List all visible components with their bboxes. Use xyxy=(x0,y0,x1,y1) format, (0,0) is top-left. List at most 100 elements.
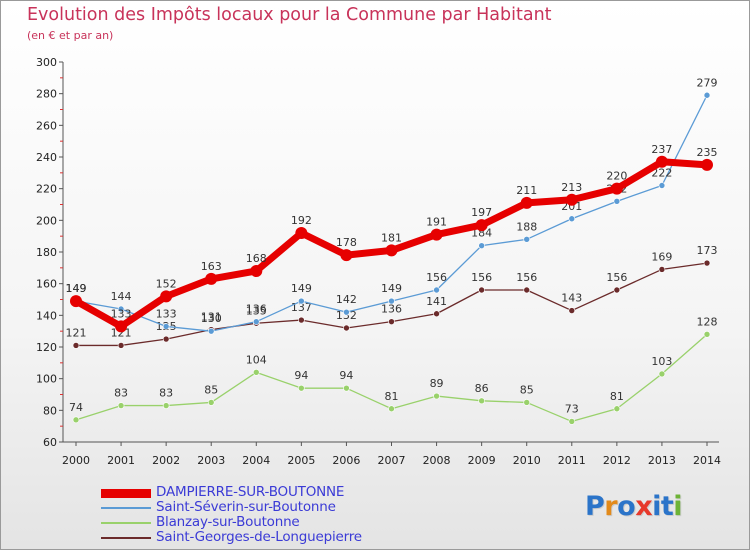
y-tick-label: 240 xyxy=(36,151,57,164)
data-label: 279 xyxy=(697,76,718,89)
data-point xyxy=(115,320,128,333)
data-point xyxy=(117,342,125,349)
data-label: 235 xyxy=(697,146,718,159)
x-tick-label: 2003 xyxy=(197,454,225,467)
data-label: 83 xyxy=(159,387,173,400)
x-tick-label: 2011 xyxy=(558,454,586,467)
data-label: 103 xyxy=(651,355,672,368)
data-point xyxy=(703,91,711,99)
data-label: 173 xyxy=(697,244,718,257)
data-label: 181 xyxy=(381,231,402,244)
data-label: 132 xyxy=(336,309,357,322)
data-label: 94 xyxy=(294,369,308,382)
data-point xyxy=(658,370,666,378)
data-point xyxy=(298,297,305,305)
data-point xyxy=(478,397,485,405)
data-label: 85 xyxy=(204,383,218,396)
data-point xyxy=(433,286,440,294)
data-point xyxy=(162,402,170,409)
y-tick-label: 300 xyxy=(36,56,57,69)
data-label: 144 xyxy=(111,290,132,303)
data-label: 73 xyxy=(565,402,579,415)
data-point xyxy=(658,266,666,273)
data-label: 222 xyxy=(651,167,672,180)
data-point xyxy=(252,369,260,376)
data-label: 133 xyxy=(156,307,177,320)
legend-label: Saint-Georges-de-Longuepierre xyxy=(156,529,362,545)
x-tick-label: 2000 xyxy=(62,454,90,467)
data-label: 135 xyxy=(246,304,267,317)
y-tick-label: 80 xyxy=(43,404,57,417)
y-tick-label: 200 xyxy=(36,214,57,227)
proxiti-logo: Proxiti xyxy=(585,491,683,522)
data-label: 156 xyxy=(471,271,492,284)
data-point xyxy=(568,307,576,314)
data-label: 74 xyxy=(69,401,83,414)
data-label: 121 xyxy=(66,326,87,339)
data-point xyxy=(388,318,395,325)
legend-label: DAMPIERRE-SUR-BOUTONNE xyxy=(156,484,345,500)
x-tick-label: 2004 xyxy=(242,454,270,467)
data-label: 136 xyxy=(381,303,402,316)
data-label: 131 xyxy=(201,311,222,324)
data-label: 94 xyxy=(339,369,353,382)
data-label: 163 xyxy=(201,260,222,273)
data-label: 104 xyxy=(246,353,267,366)
data-point xyxy=(388,405,395,413)
data-point xyxy=(162,335,170,343)
data-label: 128 xyxy=(697,315,718,328)
y-tick-label: 280 xyxy=(36,88,57,101)
data-label: 237 xyxy=(651,143,672,156)
data-point xyxy=(523,286,531,294)
data-point xyxy=(250,265,263,277)
x-tick-label: 2006 xyxy=(332,454,360,467)
data-label: 184 xyxy=(471,227,492,240)
data-point xyxy=(205,272,218,285)
data-point xyxy=(613,198,621,205)
data-label: 142 xyxy=(336,293,357,306)
data-point xyxy=(520,196,533,209)
legend-label: Blanzay-sur-Boutonne xyxy=(156,514,300,530)
data-point xyxy=(658,182,666,189)
y-tick-label: 120 xyxy=(36,341,57,354)
data-label: 81 xyxy=(610,390,624,403)
data-label: 81 xyxy=(385,390,399,403)
data-label: 136 xyxy=(246,303,267,316)
data-point xyxy=(343,384,350,392)
y-tick-label: 100 xyxy=(36,373,57,386)
data-label: 133 xyxy=(111,307,132,320)
data-label: 86 xyxy=(475,382,489,395)
y-tick-label: 60 xyxy=(43,436,57,449)
legend-swatch xyxy=(101,522,151,524)
data-label: 191 xyxy=(426,216,447,229)
x-tick-label: 2014 xyxy=(693,454,721,467)
data-point xyxy=(340,249,353,262)
data-label: 143 xyxy=(561,292,582,305)
x-tick-label: 2013 xyxy=(648,454,676,467)
y-tick-label: 140 xyxy=(36,309,57,322)
data-label: 211 xyxy=(516,184,537,197)
data-point xyxy=(388,297,395,305)
data-label: 89 xyxy=(430,377,444,390)
data-point xyxy=(613,405,621,413)
data-label: 220 xyxy=(606,170,627,183)
y-tick-label: 160 xyxy=(36,278,57,291)
data-point xyxy=(433,392,440,400)
data-point xyxy=(295,227,308,239)
x-tick-label: 2005 xyxy=(287,454,315,467)
data-point xyxy=(298,384,305,392)
data-point xyxy=(565,193,578,206)
y-tick-label: 180 xyxy=(36,246,57,259)
data-point xyxy=(298,316,305,324)
data-point xyxy=(343,308,350,316)
data-label: 152 xyxy=(156,277,177,290)
legend-swatch xyxy=(101,537,151,539)
legend-label: Saint-Séverin-sur-Boutonne xyxy=(156,499,336,515)
legend-swatch xyxy=(101,488,151,498)
y-tick-label: 220 xyxy=(36,183,57,196)
x-tick-label: 2002 xyxy=(152,454,180,467)
y-tick-label: 260 xyxy=(36,119,57,132)
x-tick-label: 2008 xyxy=(423,454,451,467)
data-label: 149 xyxy=(66,282,87,295)
